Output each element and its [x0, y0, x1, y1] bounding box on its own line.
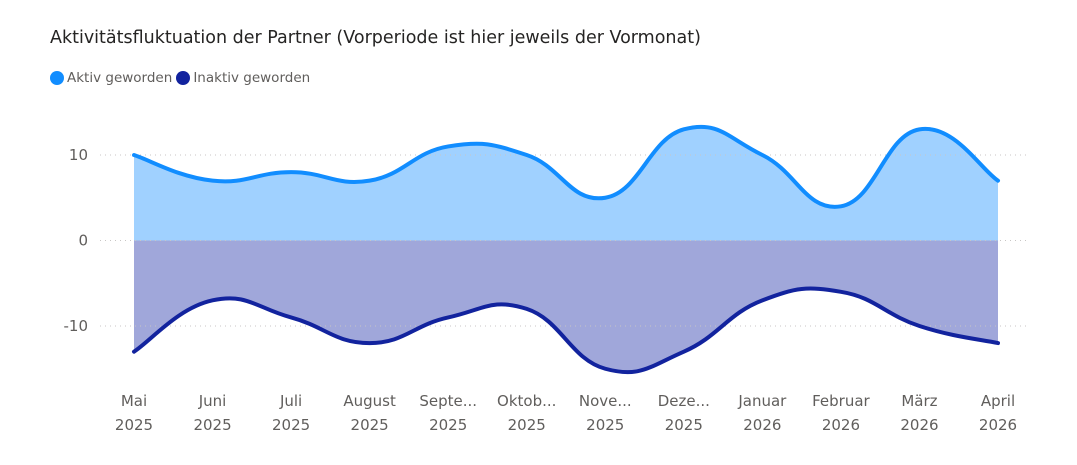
- y-tick-label: 10: [69, 146, 88, 164]
- x-tick-label-year: 2026: [979, 416, 1017, 434]
- x-tick-label-month: März: [901, 392, 937, 410]
- x-tick-label-year: 2026: [743, 416, 781, 434]
- x-tick-label-year: 2025: [586, 416, 624, 434]
- legend-marker-inaktiv: [176, 71, 191, 85]
- x-tick-label-month: Januar: [737, 392, 787, 410]
- x-tick-label-month: Mai: [121, 392, 147, 410]
- x-tick-label-year: 2025: [508, 416, 546, 434]
- legend-marker-aktiv: [50, 71, 64, 85]
- series-line-0: [132, 124, 1000, 209]
- x-tick-label-month: Nove...: [579, 392, 632, 410]
- x-tick-label-month: Juli: [279, 392, 302, 410]
- x-tick-label-year: 2026: [822, 416, 860, 434]
- legend-item-inaktiv[interactable]: Inaktiv geworden: [176, 70, 310, 86]
- x-tick-label-year: 2026: [900, 416, 938, 434]
- series-line-1: [132, 286, 1000, 375]
- x-tick-label-month: Februar: [812, 392, 870, 410]
- legend-item-aktiv[interactable]: Aktiv geworden: [50, 70, 172, 86]
- x-tick-label-year: 2025: [272, 416, 310, 434]
- x-tick-label-year: 2025: [429, 416, 467, 434]
- legend-label-aktiv: Aktiv geworden: [67, 70, 173, 86]
- legend: Aktiv geworden Inaktiv geworden: [50, 70, 314, 86]
- x-tick-label-month: Juni: [198, 392, 227, 410]
- legend-label-inaktiv: Inaktiv geworden: [193, 70, 311, 86]
- y-tick-label: -10: [64, 317, 89, 335]
- x-tick-label-month: Deze...: [658, 392, 710, 410]
- x-tick-label-year: 2025: [193, 416, 231, 434]
- x-tick-label-month: April: [981, 392, 1015, 410]
- x-tick-label-month: August: [343, 392, 396, 410]
- x-tick-label-year: 2025: [665, 416, 703, 434]
- x-tick-label-year: 2025: [351, 416, 389, 434]
- x-tick-label-month: Oktob...: [497, 392, 556, 410]
- chart-title: Aktivitätsfluktuation der Partner (Vorpe…: [50, 28, 701, 48]
- x-tick-label-month: Septe...: [419, 392, 477, 410]
- y-tick-label: 0: [78, 232, 88, 250]
- x-tick-label-year: 2025: [115, 416, 153, 434]
